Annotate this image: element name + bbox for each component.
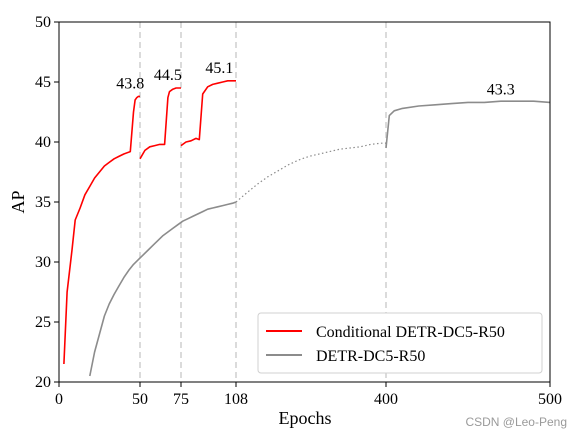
x-tick-label-50: 50: [132, 391, 148, 408]
legend: Conditional DETR-DC5-R50 DETR-DC5-R50: [257, 312, 543, 374]
y-tick-label-20: 20: [35, 374, 51, 391]
y-tick-label-50: 50: [35, 14, 51, 31]
x-axis-label: Epochs: [279, 408, 332, 428]
y-tick-label-45: 45: [35, 74, 51, 91]
annotation-layer: 43.8 44.5 45.1 43.3: [116, 60, 515, 99]
x-tick-label-500: 500: [538, 391, 562, 408]
legend-label-0: Conditional DETR-DC5-R50: [316, 324, 505, 341]
y-axis-label: AP: [8, 190, 28, 213]
series-1-segment-0: [89, 201, 237, 377]
y-tick-label-25: 25: [35, 314, 51, 331]
series-0-segment-0: [63, 95, 140, 365]
data-label-45.1: 45.1: [205, 60, 233, 77]
data-label-43.3: 43.3: [487, 81, 515, 98]
series-1-segment-1: [235, 142, 386, 203]
x-tick-label-400: 400: [374, 391, 398, 408]
series-1-segment-2: [385, 100, 551, 149]
x-axis-ticks: 0 50 75 108 400 500: [55, 382, 562, 408]
y-tick-label-40: 40: [35, 134, 51, 151]
series-layer: [63, 80, 551, 377]
data-label-44.5: 44.5: [154, 67, 182, 84]
y-axis-ticks: 20 25 30 35 40 45 50: [35, 14, 59, 391]
series-0-segment-2: [180, 80, 236, 147]
legend-label-1: DETR-DC5-R50: [316, 348, 425, 365]
data-label-43.8: 43.8: [116, 75, 144, 92]
y-tick-label-35: 35: [35, 194, 51, 211]
legend-box: [257, 312, 543, 374]
x-tick-label-108: 108: [224, 391, 248, 408]
series-0-segment-1: [139, 87, 181, 160]
x-tick-label-0: 0: [55, 391, 63, 408]
y-tick-label-30: 30: [35, 254, 51, 271]
watermark-text: CSDN @Leo-Peng: [465, 415, 567, 429]
x-tick-label-75: 75: [173, 391, 189, 408]
